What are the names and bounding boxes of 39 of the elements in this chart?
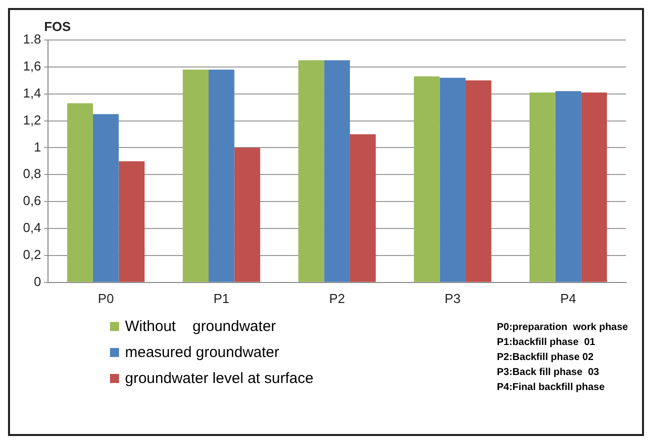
y-tick-label: 1,4 — [22, 85, 42, 100]
bar — [182, 70, 209, 282]
text: P3:Back fill phase 03 — [496, 366, 600, 380]
text: P1:backfill phase 01 — [496, 336, 596, 350]
y-tick-label: 0,4 — [22, 220, 42, 236]
bar — [298, 60, 324, 282]
bar — [92, 114, 119, 282]
y-tick-label: 0,8 — [22, 166, 42, 182]
y-tick-label: 0,6 — [22, 193, 42, 208]
bar — [529, 92, 556, 282]
y-tick-label: 0,2 — [22, 247, 42, 262]
bar — [440, 78, 466, 282]
bar — [118, 161, 145, 282]
bar — [234, 148, 260, 282]
text: P2:Backfill phase 02 — [496, 351, 595, 365]
text: P0:preparation work phase — [496, 321, 628, 335]
x-tick-label: P1 — [213, 290, 230, 306]
x-tick-label: P4 — [560, 290, 576, 306]
y-tick-label: 0 — [34, 274, 42, 289]
text: P4:Final backfill phase — [496, 381, 606, 395]
x-tick-label: P3 — [444, 290, 461, 306]
bar — [324, 60, 350, 282]
bar — [350, 134, 376, 282]
bar — [581, 92, 607, 282]
y-tick-label: 1.8 — [22, 32, 42, 47]
x-tick-label: P0 — [98, 290, 114, 306]
y-tick-label: 1,2 — [22, 112, 42, 128]
legend-label: Without groundwater — [125, 318, 276, 335]
y-axis-title: FOS — [44, 19, 72, 34]
bar — [414, 76, 440, 282]
bar — [208, 70, 234, 282]
bar — [466, 80, 492, 282]
y-tick-label: 1 — [34, 139, 42, 154]
x-tick-label: P2 — [329, 290, 345, 306]
bar — [67, 103, 93, 282]
y-tick-label: 1,6 — [22, 58, 42, 74]
bar — [555, 91, 582, 282]
legend-label: groundwater level at surface — [125, 370, 314, 387]
legend-label: measured groundwater — [125, 344, 280, 361]
